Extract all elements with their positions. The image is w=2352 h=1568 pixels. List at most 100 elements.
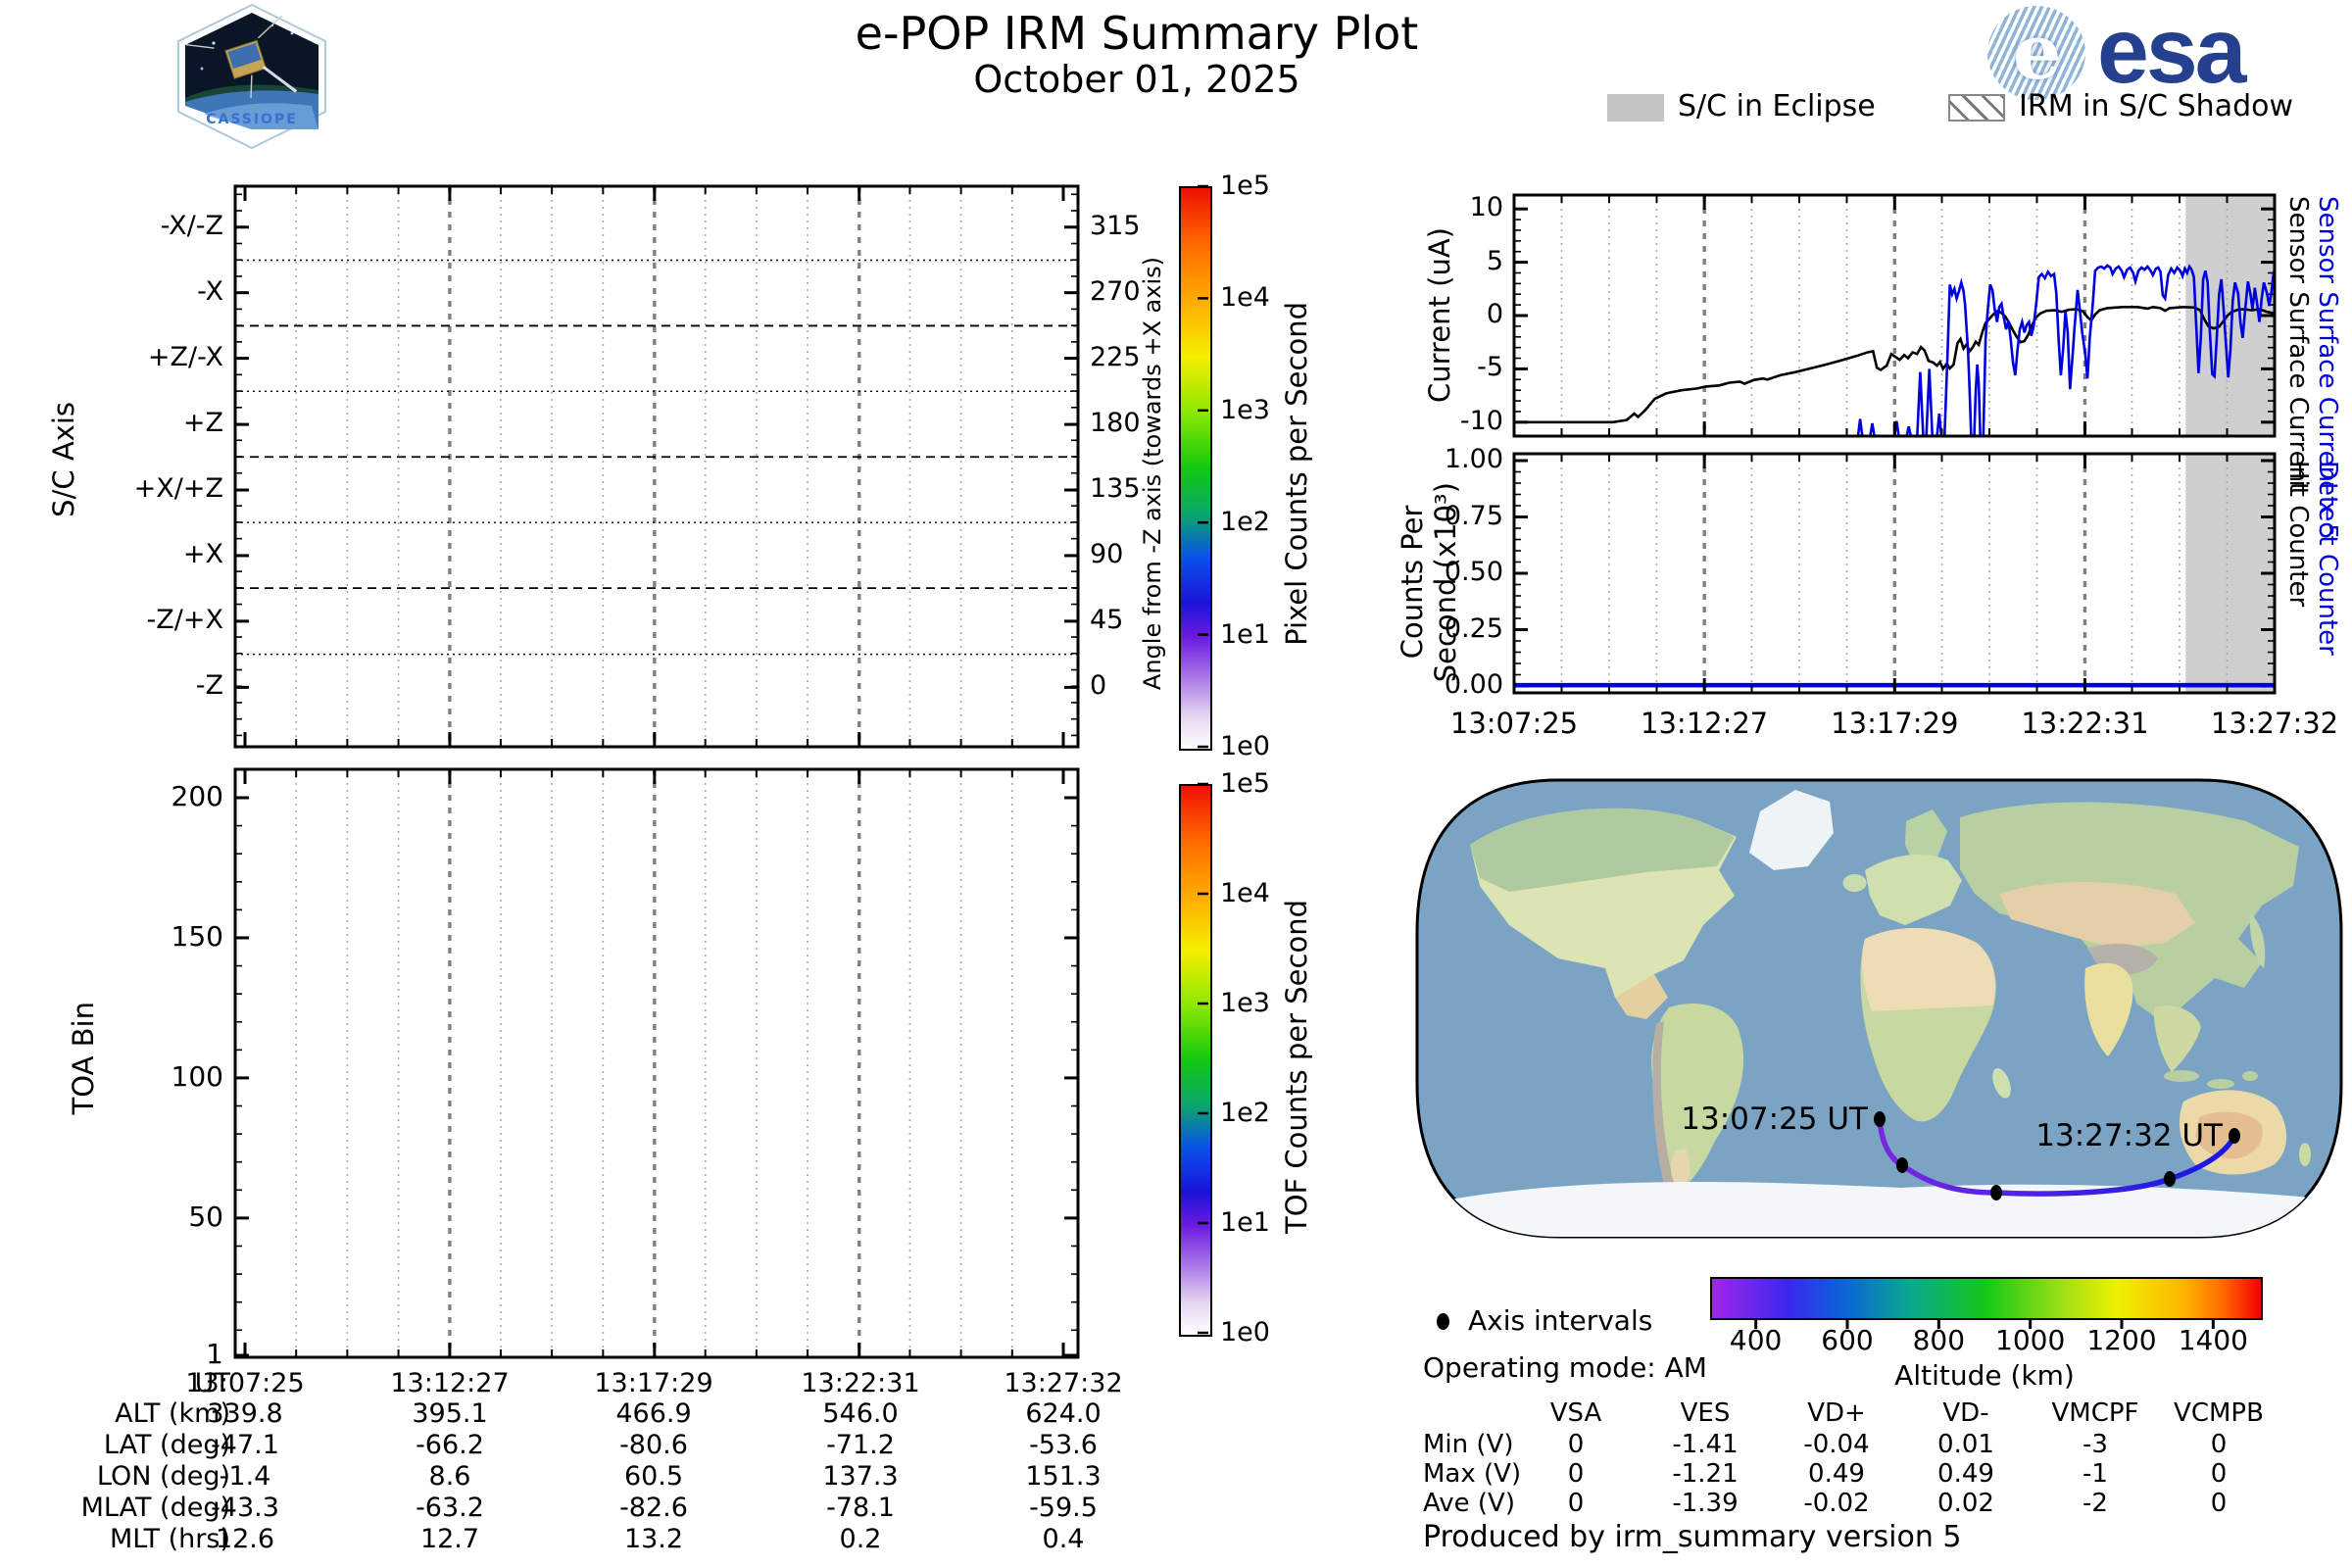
ephemeris-value: -71.2 <box>826 1430 895 1460</box>
ephemeris-value: 137.3 <box>822 1461 899 1492</box>
voltage-column-header: VD+ <box>1807 1398 1866 1428</box>
voltage-column-header: VSA <box>1549 1398 1602 1428</box>
ephemeris-value: 13.2 <box>623 1524 684 1554</box>
series-blue <box>1856 264 2275 436</box>
patch-text: CASSIOPE <box>206 112 298 127</box>
toa-ytick-label: 50 <box>188 1200 223 1233</box>
sc-axis-ytick-label: -Z/+X <box>146 604 223 635</box>
counts-right-label-black: Hit Counter <box>2283 461 2313 608</box>
cassiope-patch-logo: CASSIOPE <box>174 3 329 150</box>
ephemeris-row-label: ALT (km) <box>115 1398 230 1429</box>
altitude-colorbar-label: Altitude (km) <box>1894 1359 2075 1392</box>
voltage-value: 0 <box>2210 1459 2228 1489</box>
sc-axis-ytick-label: -X/-Z <box>160 210 223 241</box>
current-right-label-blue: Sensor Surface Current x 5 <box>2313 196 2342 540</box>
ground-track-points <box>1874 1111 2240 1200</box>
angle-axis-tick-label: 270 <box>1090 275 1141 307</box>
time-tick-label: 13:17:29 <box>1831 707 1959 740</box>
current-right-label-black: Sensor Surface Current <box>2283 196 2313 493</box>
angle-axis-tick-label: 135 <box>1090 473 1141 505</box>
operating-mode-label: Operating mode: AM <box>1423 1351 1707 1384</box>
altitude-tick-label: 600 <box>1821 1324 1874 1356</box>
ephemeris-value: -66.2 <box>416 1430 484 1460</box>
time-tick-label: 13:27:32 <box>2210 707 2339 740</box>
voltage-value: 0 <box>2210 1489 2228 1518</box>
ephemeris-value: 151.3 <box>1025 1461 1102 1492</box>
shadow-legend-label: IRM in S/C Shadow <box>2019 89 2294 123</box>
counts-right-label-blue: Detect Counter <box>2313 461 2342 656</box>
ephemeris-row-label: UT <box>194 1368 230 1398</box>
patch-satellite <box>185 15 298 99</box>
voltage-value: -3 <box>2082 1430 2108 1459</box>
time-tick-label: 13:12:27 <box>1641 707 1769 740</box>
angle-axis-tick-label: 90 <box>1090 538 1124 569</box>
sc-axis-ytick-label: -Z <box>195 670 223 702</box>
esa-globe-icon: e <box>1987 6 2085 100</box>
tof-colorbar-tick-label: 1e4 <box>1220 878 1270 908</box>
pixel-colorbar-tick-label: 1e4 <box>1220 282 1270 314</box>
voltage-value: 0.49 <box>1937 1459 1994 1489</box>
footer-text: Produced by irm_summary version 5 <box>1423 1520 1962 1554</box>
ephemeris-value: -1.4 <box>219 1461 271 1492</box>
ephemeris-value: 8.6 <box>428 1461 471 1492</box>
axis-interval-dot-icon <box>1437 1313 1449 1330</box>
track-end-label: 13:27:32 UT <box>2035 1118 2224 1153</box>
ephemeris-value: 13:22:31 <box>801 1368 920 1398</box>
sc-axis-ytick-label: +X/+Z <box>133 473 223 505</box>
voltage-value: 0 <box>1567 1489 1585 1518</box>
voltage-column-header: VCMPB <box>2174 1398 2264 1428</box>
ephemeris-value: 339.8 <box>207 1398 283 1429</box>
voltage-value: -2 <box>2082 1489 2108 1518</box>
voltage-column-header: VMCPF <box>2051 1398 2139 1428</box>
current-ytick-label: -5 <box>1477 352 1503 383</box>
ephemeris-value: 60.5 <box>623 1461 684 1492</box>
pixel-colorbar-tick-label: 1e1 <box>1220 618 1270 650</box>
ephemeris-value: -43.3 <box>211 1493 279 1523</box>
angle-axis-tick-label: 0 <box>1090 670 1107 702</box>
toa-ytick-label: 200 <box>171 780 223 812</box>
time-tick-label: 13:22:31 <box>2021 707 2149 740</box>
page-date: October 01, 2025 <box>973 58 1300 101</box>
pixel-counts-colorbar <box>1179 186 1212 751</box>
ephemeris-value: 13:17:29 <box>594 1368 713 1398</box>
ephemeris-value: -82.6 <box>619 1493 688 1523</box>
toa-ytick-label: 150 <box>171 919 223 953</box>
altitude-tick-label: 1400 <box>2178 1324 2248 1356</box>
tof-colorbar-tick-label: 1e3 <box>1220 988 1270 1018</box>
ephemeris-value: 13:12:27 <box>390 1368 510 1398</box>
tof-colorbar-tick-label: 1e2 <box>1220 1098 1270 1128</box>
pixel-colorbar-tick-label: 1e3 <box>1220 394 1270 425</box>
tof-counts-colorbar <box>1179 784 1212 1337</box>
voltage-value: 0 <box>1567 1430 1585 1459</box>
ephemeris-row-label: MLT (hrs) <box>109 1524 230 1554</box>
counts-ytick-label: 0.75 <box>1444 500 1503 531</box>
angle-axis-tick-label: 180 <box>1090 408 1141 439</box>
sc-axis-ytick-label: -X <box>197 275 223 307</box>
current-ytick-label: 0 <box>1486 299 1503 329</box>
ephemeris-value: -78.1 <box>826 1493 895 1523</box>
ephemeris-value: -47.1 <box>211 1430 279 1460</box>
page-title: e-POP IRM Summary Plot <box>855 7 1419 60</box>
altitude-tick-label: 800 <box>1912 1324 1966 1356</box>
altitude-tick-label: 400 <box>1729 1324 1783 1356</box>
sc-axis-ytick-label: +X <box>182 538 223 569</box>
ephemeris-value: 0.4 <box>1042 1524 1085 1554</box>
counts-ytick-label: 0.00 <box>1444 669 1503 700</box>
ephemeris-value: -59.5 <box>1029 1493 1098 1523</box>
ephemeris-row-label: LON (deg) <box>96 1461 230 1492</box>
eclipse-legend-label: S/C in Eclipse <box>1678 89 1876 123</box>
ephemeris-value: -53.6 <box>1029 1430 1098 1460</box>
toa-ytick-label: 1 <box>206 1338 223 1370</box>
toa-ytick-label: 100 <box>171 1059 223 1093</box>
voltage-value: -0.02 <box>1803 1489 1870 1518</box>
ephemeris-value: 12.7 <box>419 1524 480 1554</box>
esa-wordmark: esa <box>2097 0 2247 103</box>
pixel-colorbar-tick-label: 1e5 <box>1220 171 1270 201</box>
ephemeris-value: 13:07:25 <box>185 1368 305 1398</box>
ephemeris-value: 466.9 <box>615 1398 692 1429</box>
counts-ytick-label: 0.50 <box>1444 557 1503 587</box>
altitude-colorbar <box>1710 1277 2263 1320</box>
voltage-value: 0.02 <box>1937 1489 1994 1518</box>
